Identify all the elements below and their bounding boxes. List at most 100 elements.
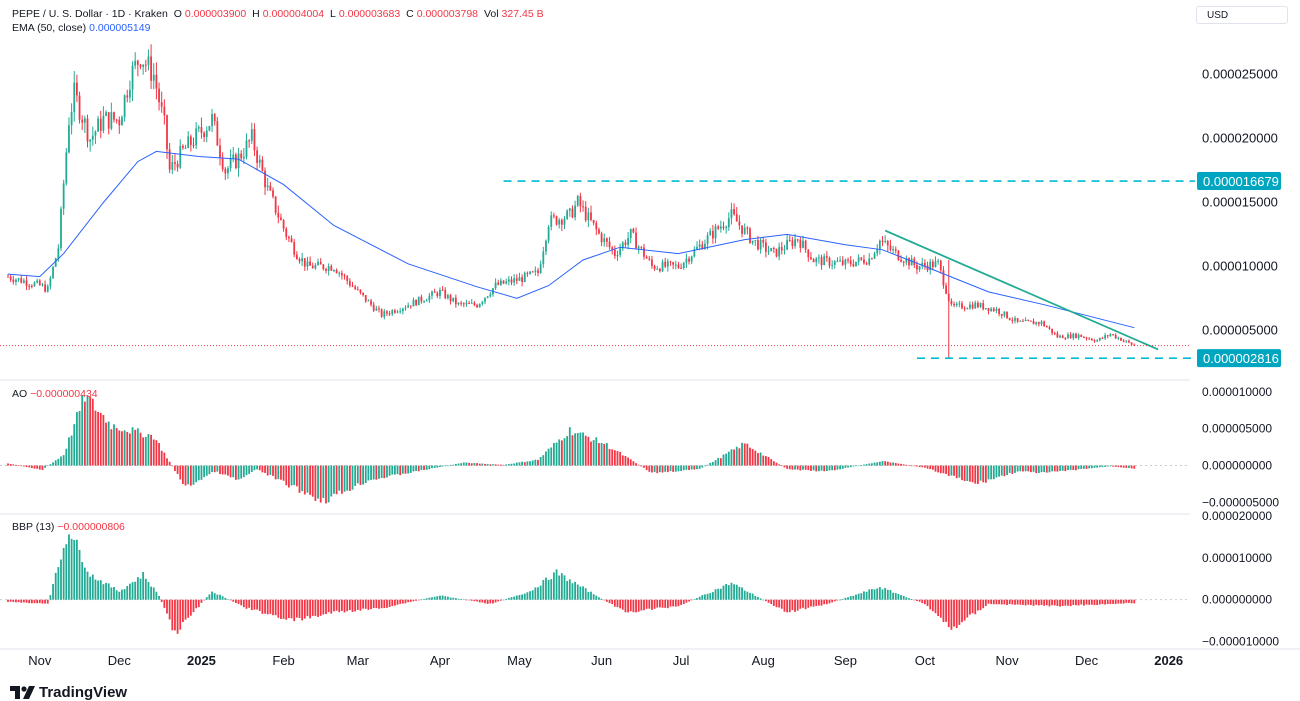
ao-bar [468,462,470,466]
candle-body [746,227,749,229]
ao-bar [378,465,380,479]
bbp-bar [894,592,897,600]
bbp-bar [123,589,126,600]
ao-bar [733,449,735,466]
ao-bar [1016,465,1019,472]
candle-body [666,261,669,267]
candle-body [1032,321,1035,325]
ao-pane[interactable] [0,395,1190,504]
candle-body [1088,338,1091,340]
bbp-legend[interactable]: BBP (13) −0.000000806 [12,521,128,533]
tradingview-logo[interactable]: TradingView [10,684,127,701]
candle-body [990,308,993,312]
bbp-bar [507,597,510,600]
ao-bar [123,430,126,466]
price-pane[interactable] [0,44,1195,359]
price-tick-label: 0.000005000 [1202,322,1278,337]
bbp-bar [709,593,712,600]
candle-body [674,264,677,266]
candle-body [603,238,606,243]
ao-bar [510,463,513,466]
ao-bar [60,456,62,466]
candle-body [356,289,359,291]
ao-bar [41,465,44,470]
ao-bar [52,462,54,466]
bbp-bar [515,595,518,600]
ao-bar [810,465,812,471]
candle-body [235,154,237,169]
bbp-bar [1106,599,1109,605]
bbp-bar [682,599,685,604]
candle-body [433,291,436,293]
candle-body [277,212,280,218]
candle-body [68,125,70,153]
candle-body [876,249,879,254]
ao-bar [399,465,402,476]
candle-body [751,240,754,244]
ao-bar [947,465,950,476]
ao-bar [916,465,918,467]
ao-bar [152,439,155,466]
candle-body [977,302,979,308]
bbp-bar [460,599,463,600]
bbp-bar [73,539,76,600]
candle-body [743,227,746,234]
time-tick-label: 2025 [187,653,216,668]
ao-bar [640,465,643,467]
bbp-bar [523,593,526,600]
ao-bar [961,465,963,481]
bbp-bar [420,599,423,601]
candle-body [613,249,616,256]
bbp-bar [346,599,349,612]
candle-body [383,311,386,317]
ao-legend[interactable]: AO −0.000000434 [12,388,101,400]
ao-bar [242,465,245,478]
time-axis[interactable]: Nov Dec 2025 Feb Mar Apr May Jun Jul Aug Sep Oct Nov… [28,653,1183,668]
ao-bar [637,464,640,466]
ema-legend[interactable]: EMA (50, close) 0.000005149 [12,22,153,34]
bbp-pane[interactable] [0,534,1190,634]
candle-body [343,275,346,277]
candle-body [910,258,913,266]
ao-bar [741,442,743,466]
bbp-bar [714,589,717,600]
candle-body [992,308,995,311]
bbp-bar [449,597,452,600]
candle-body [545,240,547,252]
candle-body [759,239,762,250]
ao-bar [240,465,243,479]
ao-bar [401,465,404,474]
candle-body [584,206,587,221]
candle-body [295,254,298,260]
ao-bar [542,455,545,466]
bbp-bar [412,599,415,602]
brand-name: TradingView [39,684,128,701]
candle-body [587,212,590,221]
bbp-bar [812,599,815,607]
ao-bar [894,462,897,466]
candle-body [1061,335,1064,339]
ao-tick-label: −0.000005000 [1202,495,1279,509]
ao-bar [664,465,667,472]
price-axis[interactable]: 0.000005000 0.000010000 0.000015000 0.00002… [1197,67,1281,649]
candle-body [1024,319,1027,322]
ao-bar [873,462,876,466]
ao-bar [232,465,235,478]
candle-body [664,261,667,267]
bbp-bar [820,599,823,606]
ao-bar [881,461,884,466]
candle-body [248,140,251,142]
bbp-bar [176,599,179,634]
bbp-bar [950,599,953,630]
ao-bar [624,455,627,466]
candle-body [717,226,720,229]
ao-bar [293,465,296,486]
bbp-bar [680,599,682,605]
candle-body [547,226,550,241]
currency-button[interactable]: USD [1196,6,1288,24]
ao-bar [343,465,346,492]
ao-bar [107,421,110,466]
bbp-bar [942,599,945,623]
bbp-bar [423,598,425,600]
bbp-bar [1037,599,1040,606]
